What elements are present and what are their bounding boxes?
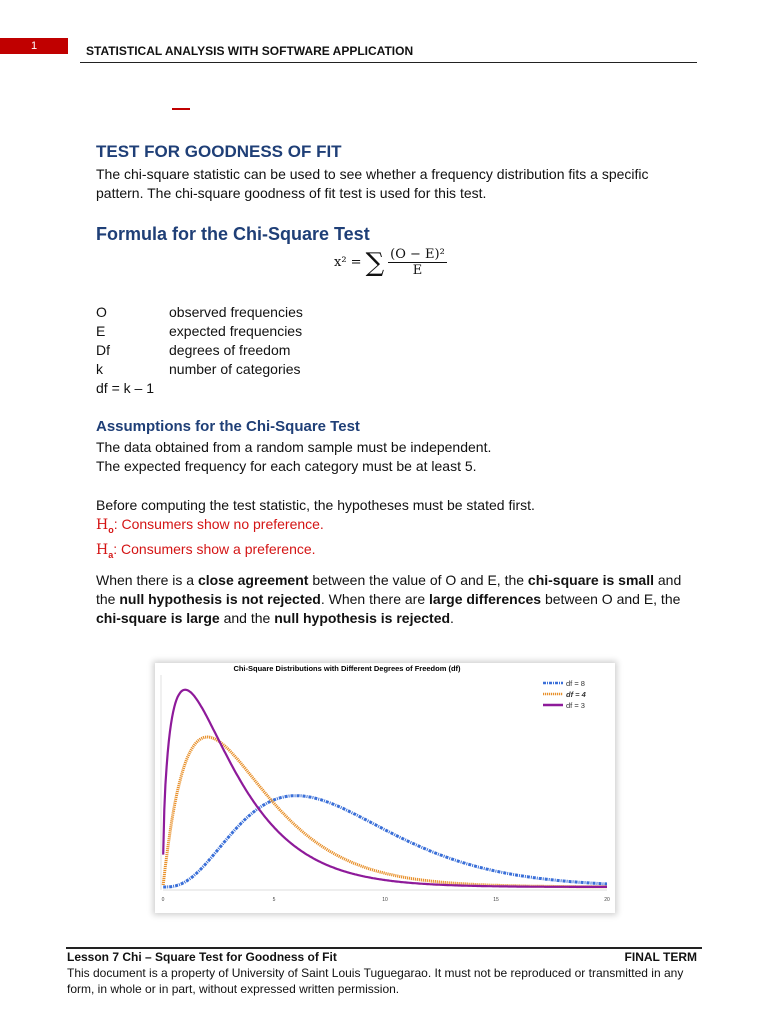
page-number: 1 (0, 38, 68, 54)
definition-symbol: E (96, 323, 106, 339)
ha-text: : Consumers show a preference. (113, 540, 316, 557)
footer-divider (66, 947, 702, 949)
definition-symbol: O (96, 304, 107, 320)
h0-symbol: H (96, 517, 109, 533)
text-run: . (450, 610, 454, 626)
series-line-df-8 (163, 794, 607, 889)
x-tick-label: 0 (162, 897, 165, 903)
null-hypothesis: Ho: Consumers show no preference. (96, 515, 535, 540)
formula-numerator: (O − E)² (388, 247, 447, 263)
bold-phrase: chi-square is small (527, 572, 654, 588)
definition-meaning: degrees of freedom (169, 342, 291, 358)
legend-label: df = 4 (566, 690, 587, 699)
legend-label: df = 8 (566, 679, 585, 688)
red-dash-mark (172, 108, 190, 110)
assumptions-heading: Assumptions for the Chi-Square Test (96, 418, 360, 435)
assumption-item: The data obtained from a random sample m… (96, 439, 492, 455)
legend-label: df = 3 (566, 701, 585, 710)
footer-notice: This document is a property of Universit… (67, 966, 684, 996)
text-run: between O and E, the (541, 591, 681, 607)
formula-fraction: (O − E)² E (388, 247, 447, 278)
series-line-df-3 (162, 688, 607, 888)
text-run: When there is a (96, 572, 198, 588)
definition-meaning: expected frequencies (169, 323, 303, 339)
assumption-item: The expected frequency for each category… (96, 458, 477, 474)
text-run: and the (219, 610, 275, 626)
formula-denominator: E (412, 263, 423, 278)
alternative-hypothesis: Ha: Consumers show a preference. (96, 540, 535, 565)
definition-row: k number of categories (96, 360, 303, 379)
df-formula: df = k – 1 (96, 380, 154, 396)
hypotheses-intro: Before computing the test statistic, the… (96, 497, 535, 513)
x-tick-label: 10 (382, 897, 388, 903)
definition-meaning: observed frequencies (169, 304, 303, 320)
text-run: and the (96, 572, 682, 607)
x-tick-label: 15 (493, 897, 499, 903)
definition-symbol: Df (96, 342, 110, 358)
intro-paragraph: The chi-square statistic can be used to … (96, 166, 649, 201)
sigma-symbol: ∑ (365, 247, 385, 278)
x-tick-label: 20 (604, 897, 610, 903)
definition-row: Df degrees of freedom (96, 341, 303, 360)
h0-text: : Consumers show no preference. (113, 516, 324, 532)
formula-lhs: x² = (334, 255, 362, 270)
section-title: TEST FOR GOODNESS OF FIT (96, 142, 342, 161)
bold-phrase: large differences (429, 591, 542, 607)
chart-svg: Chi-Square Distributions with Different … (160, 664, 610, 903)
chi-square-formula: x² = ∑ (O − E)² E (334, 247, 447, 278)
footer-term: FINAL TERM (624, 950, 697, 964)
text-run: between the value of O and E, the (308, 572, 528, 588)
x-tick-label: 5 (273, 897, 276, 903)
definition-symbol: k (96, 361, 103, 377)
bold-phrase: chi-square is large (96, 610, 220, 626)
footer-lesson: Lesson 7 Chi – Square Test for Goodness … (67, 950, 337, 964)
header-divider (80, 62, 697, 63)
hypotheses: Before computing the test statistic, the… (96, 496, 535, 565)
definition-meaning: number of categories (169, 361, 301, 377)
assumptions-list: The data obtained from a random sample m… (96, 438, 491, 476)
chi-square-chart: Chi-Square Distributions with Different … (155, 663, 615, 913)
chart-title: Chi-Square Distributions with Different … (233, 664, 461, 673)
conclusion-paragraph: When there is a close agreement between … (96, 571, 701, 628)
footer-title-row: Lesson 7 Chi – Square Test for Goodness … (67, 950, 697, 964)
formula-heading: Formula for the Chi-Square Test (96, 224, 370, 244)
text-run: . When there are (320, 591, 430, 607)
bold-phrase: close agreement (197, 572, 309, 588)
bold-phrase: null hypothesis is rejected (274, 610, 451, 626)
course-title: STATISTICAL ANALYSIS WITH SOFTWARE APPLI… (86, 44, 414, 58)
ha-symbol: H (96, 541, 109, 558)
bold-phrase: null hypothesis is not rejected (119, 591, 321, 607)
ha-subscript: a (108, 549, 114, 560)
h0-subscript: o (108, 524, 114, 535)
